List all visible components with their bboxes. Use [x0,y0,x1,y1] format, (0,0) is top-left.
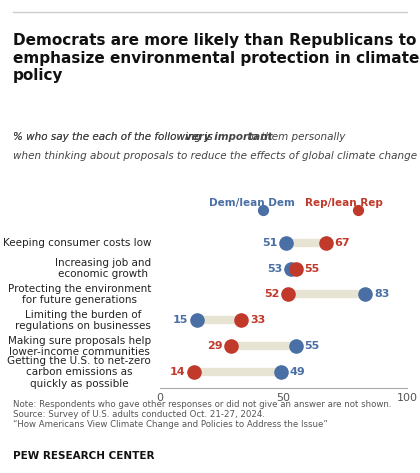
Point [292,265,299,272]
Text: 14: 14 [170,368,186,377]
Point [322,239,329,246]
Text: % who say the each of the following is very important: % who say the each of the following is v… [13,132,328,142]
Text: Dem/lean Dem: Dem/lean Dem [209,198,295,208]
Text: very important: very important [185,132,272,142]
Text: 15: 15 [173,315,188,325]
Point [191,368,198,376]
Text: 55: 55 [304,342,320,351]
Point [278,368,284,376]
Point [288,265,294,272]
Point [193,316,200,324]
Text: PEW RESEARCH CENTER: PEW RESEARCH CENTER [13,451,154,461]
Text: to them personally: to them personally [244,132,345,142]
Text: Rep/lean Rep: Rep/lean Rep [305,198,383,208]
Text: Increasing job and
economic growth: Increasing job and economic growth [55,258,151,280]
Text: Making sure proposals help
lower-income communities: Making sure proposals help lower-income … [8,335,151,357]
Text: Protecting the environment
for future generations: Protecting the environment for future ge… [8,284,151,305]
Text: 52: 52 [265,289,280,299]
Text: 51: 51 [262,237,277,247]
Text: 49: 49 [290,368,305,377]
Text: Keeping consumer costs low: Keeping consumer costs low [3,237,151,247]
Text: 33: 33 [250,315,265,325]
Point [354,207,361,214]
Text: 29: 29 [207,342,223,351]
Point [283,239,289,246]
Text: when thinking about proposals to reduce the effects of global climate change: when thinking about proposals to reduce … [13,151,417,161]
Point [285,291,292,298]
Point [260,207,266,214]
Text: % who say the each of the following is: % who say the each of the following is [13,132,215,142]
Text: Democrats are more likely than Republicans to
emphasize environmental protection: Democrats are more likely than Republica… [13,33,419,83]
Text: % who say the each of the following is: % who say the each of the following is [13,132,215,142]
Text: Getting the U.S. to net-zero
carbon emissions as
quickly as possible: Getting the U.S. to net-zero carbon emis… [8,356,151,389]
Point [362,291,369,298]
Text: Limiting the burden of
regulations on businesses: Limiting the burden of regulations on bu… [15,310,151,331]
Text: 53: 53 [267,263,282,273]
Text: 67: 67 [334,237,350,247]
Text: 55: 55 [304,263,320,273]
Point [238,316,245,324]
Point [228,342,235,350]
Text: 83: 83 [374,289,389,299]
Point [292,342,299,350]
Text: Note: Respondents who gave other responses or did not give an answer are not sho: Note: Respondents who gave other respons… [13,400,391,429]
